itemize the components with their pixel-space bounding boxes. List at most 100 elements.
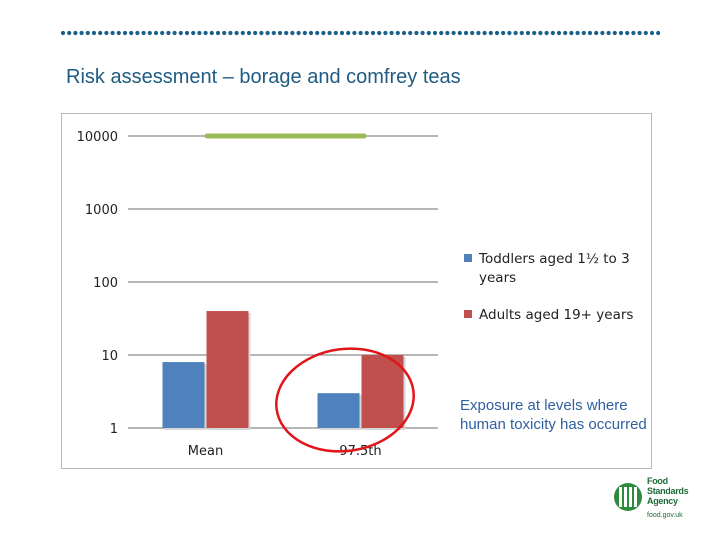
legend-swatch-0 bbox=[464, 254, 472, 262]
divider-dot bbox=[575, 30, 580, 36]
divider-dot bbox=[631, 30, 636, 36]
divider-dot bbox=[445, 30, 450, 36]
y-tick-label: 1000 bbox=[85, 203, 118, 218]
divider-dot bbox=[556, 30, 562, 36]
divider-dot bbox=[277, 30, 283, 36]
x-category-label: Mean bbox=[188, 444, 223, 459]
divider-dot bbox=[457, 30, 462, 36]
divider-dot bbox=[265, 30, 270, 36]
divider-dot bbox=[432, 30, 438, 36]
divider-dot bbox=[197, 30, 202, 36]
divider-dot bbox=[346, 30, 351, 36]
divider-dot bbox=[104, 30, 109, 36]
divider-dot bbox=[290, 30, 295, 36]
chart-frame: 1 10 100 1000 10000 Mean 97.5th Toddlers aged 1… bbox=[61, 113, 652, 469]
divider-dot bbox=[544, 30, 549, 36]
fsa-logo-line3: Agency bbox=[647, 496, 678, 506]
divider-dot bbox=[85, 30, 90, 36]
divider-dot bbox=[414, 30, 419, 36]
y-tick-label: 100 bbox=[93, 276, 118, 291]
divider-dot bbox=[463, 30, 469, 36]
divider-dot bbox=[296, 30, 301, 36]
divider-dot bbox=[426, 30, 431, 36]
legend-swatch-1 bbox=[464, 310, 472, 318]
divider-dot bbox=[147, 30, 152, 36]
divider-dot bbox=[215, 30, 221, 36]
divider-dot bbox=[333, 30, 338, 36]
divider-dot bbox=[550, 30, 555, 36]
divider-dot bbox=[135, 30, 140, 36]
divider-dot bbox=[569, 30, 574, 36]
divider-dot bbox=[507, 30, 512, 36]
divider-dot bbox=[73, 30, 78, 36]
divider-dot bbox=[166, 30, 171, 36]
divider-dot bbox=[308, 30, 314, 36]
divider-dot bbox=[91, 30, 97, 36]
bar-adults-1 bbox=[361, 355, 404, 428]
divider-dot bbox=[234, 30, 239, 36]
divider-dot bbox=[451, 30, 456, 36]
divider-dot bbox=[246, 30, 252, 36]
fsa-logo-line1: Food bbox=[647, 476, 668, 486]
divider-dot bbox=[563, 30, 568, 36]
divider-dot bbox=[618, 30, 624, 36]
legend-label-1: Adults aged 19+ years bbox=[479, 307, 633, 323]
divider-dot bbox=[420, 30, 425, 36]
divider-dot bbox=[370, 30, 376, 36]
divider-dot bbox=[160, 30, 165, 36]
divider-dot bbox=[649, 30, 655, 36]
divider-dot bbox=[519, 30, 524, 36]
divider-dot bbox=[240, 30, 245, 36]
dotted-divider bbox=[60, 30, 660, 36]
divider-dot bbox=[612, 30, 617, 36]
divider-dot bbox=[172, 30, 177, 36]
divider-dot bbox=[581, 30, 586, 36]
divider-dot bbox=[637, 30, 642, 36]
x-category-label: 97.5th bbox=[339, 444, 381, 459]
divider-dot bbox=[395, 30, 400, 36]
divider-dot bbox=[383, 30, 388, 36]
divider-dot bbox=[129, 30, 134, 36]
divider-dot bbox=[228, 30, 233, 36]
divider-dot bbox=[525, 30, 531, 36]
divider-dot bbox=[209, 30, 214, 36]
divider-dot bbox=[625, 30, 630, 36]
fsa-logo-text: Food Standards Agency bbox=[647, 476, 689, 506]
divider-dot bbox=[141, 30, 146, 36]
divider-dot bbox=[259, 30, 264, 36]
divider-dot bbox=[606, 30, 611, 36]
divider-dot bbox=[587, 30, 593, 36]
divider-dot bbox=[377, 30, 382, 36]
divider-dot bbox=[110, 30, 115, 36]
annotation-text: Exposure at levels where human toxicity … bbox=[460, 397, 647, 433]
y-tick-label: 10 bbox=[101, 349, 118, 364]
divider-dot bbox=[532, 30, 537, 36]
divider-dot bbox=[98, 30, 103, 36]
bar-toddlers-0 bbox=[162, 362, 205, 428]
divider-dot bbox=[203, 30, 208, 36]
divider-dot bbox=[79, 30, 84, 36]
divider-dot bbox=[643, 30, 648, 36]
divider-dot bbox=[153, 30, 159, 36]
divider-dot bbox=[656, 30, 660, 36]
divider-dot bbox=[358, 30, 363, 36]
divider-dot bbox=[60, 30, 66, 36]
divider-dot bbox=[122, 30, 128, 36]
divider-dot bbox=[513, 30, 518, 36]
divider-dot bbox=[408, 30, 413, 36]
divider-dot bbox=[401, 30, 407, 36]
divider-dot bbox=[315, 30, 320, 36]
legend-label-0: Toddlers aged 1½ to 3 years bbox=[478, 251, 630, 286]
divider-dot bbox=[116, 30, 121, 36]
fsa-logo-line2: Standards bbox=[647, 486, 689, 496]
divider-dot bbox=[439, 30, 444, 36]
highlight-circle bbox=[275, 347, 415, 453]
divider-dot bbox=[594, 30, 599, 36]
divider-dot bbox=[476, 30, 481, 36]
y-tick-label: 10000 bbox=[77, 130, 118, 145]
divider-dot bbox=[352, 30, 357, 36]
divider-dot bbox=[488, 30, 493, 36]
divider-dot bbox=[327, 30, 332, 36]
fsa-logo-emblem-icon bbox=[614, 483, 642, 511]
divider-dot bbox=[389, 30, 394, 36]
